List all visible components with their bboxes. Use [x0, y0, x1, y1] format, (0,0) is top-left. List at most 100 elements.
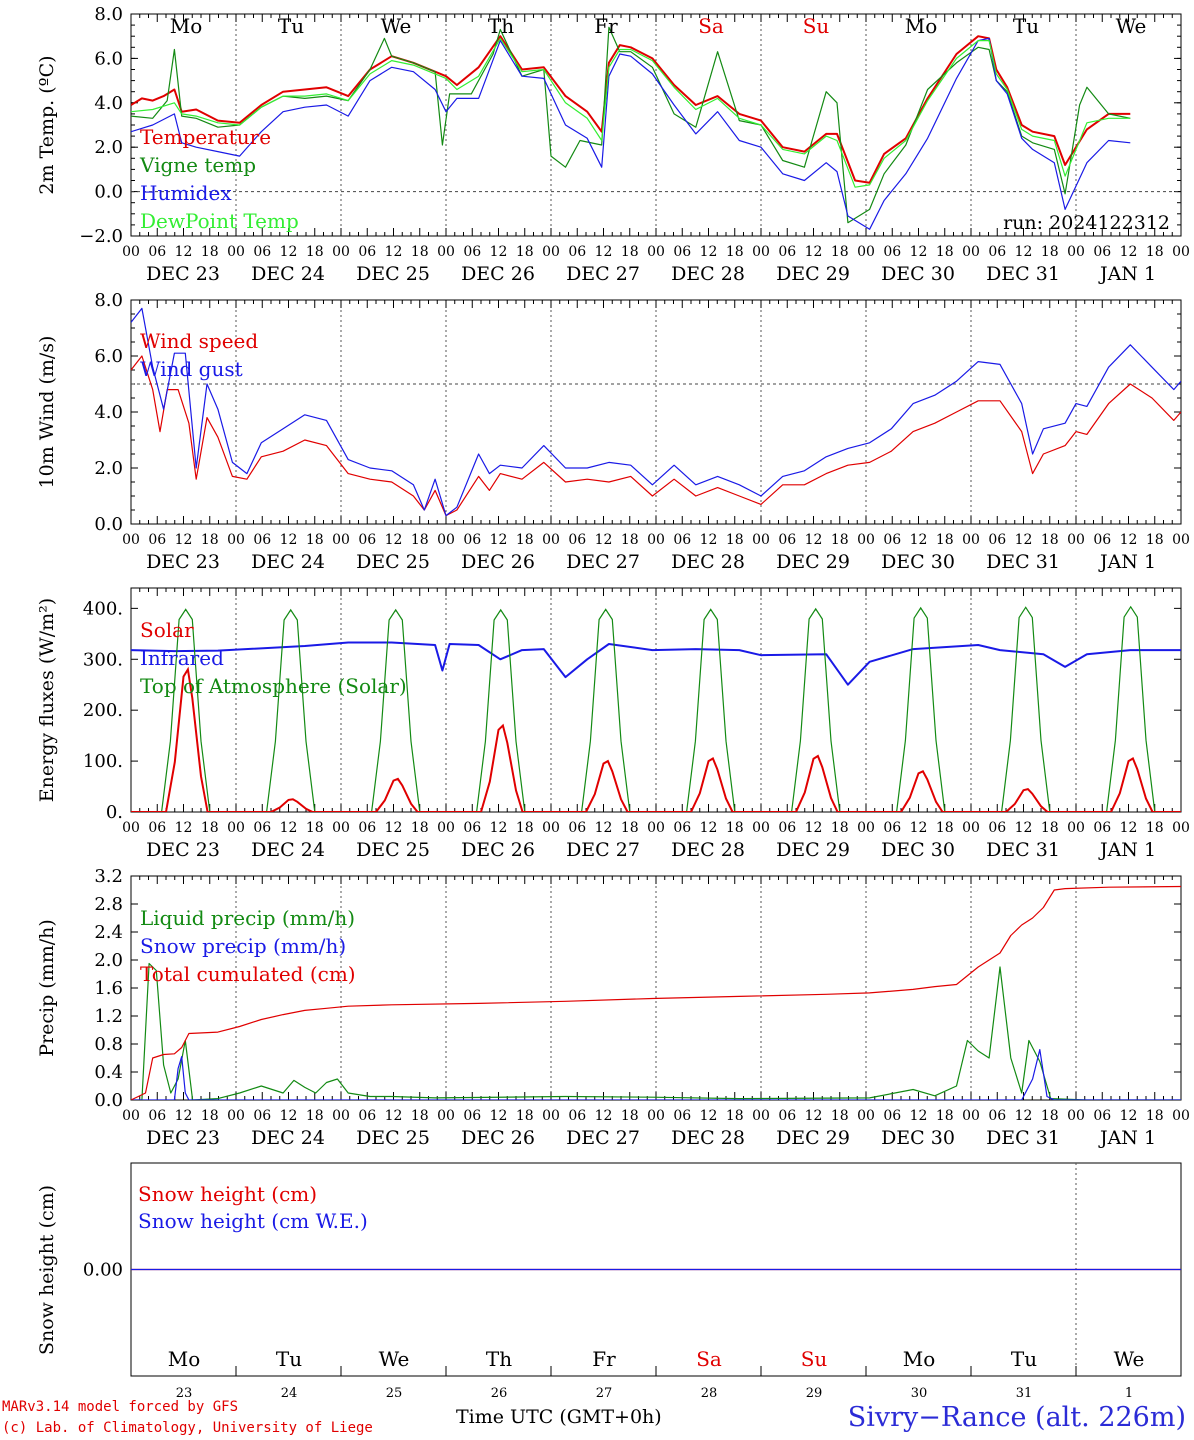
date-label: DEC 29: [776, 839, 850, 861]
hour-tick-label: 06: [778, 820, 796, 836]
hour-tick-label: 12: [175, 532, 193, 548]
hour-tick-label: 00: [542, 244, 560, 260]
hour-tick-label: 06: [568, 1108, 586, 1124]
hour-tick-label: 12: [805, 820, 823, 836]
hour-tick-label: 12: [700, 1108, 718, 1124]
hour-tick-label: 06: [673, 532, 691, 548]
hour-tick-label: 06: [778, 244, 796, 260]
series-wind-gust: [131, 307, 1181, 517]
hour-tick-label: 00: [1067, 820, 1085, 836]
hour-tick-label: 06: [148, 1108, 166, 1124]
date-label: DEC 27: [566, 1127, 640, 1149]
hour-tick-label: 18: [1041, 244, 1059, 260]
hour-tick-label: 06: [253, 820, 271, 836]
hour-tick-label: 18: [1041, 820, 1059, 836]
hour-tick-label: 12: [490, 244, 508, 260]
bottom-weekday-label: Fr: [592, 1347, 616, 1371]
hour-tick-label: 06: [883, 1108, 901, 1124]
series-total-cumulated-cm-: [131, 885, 1181, 1100]
hour-tick-label: 12: [805, 532, 823, 548]
hour-tick-label: 00: [962, 820, 980, 836]
series-humidex: [131, 37, 1131, 230]
hour-tick-label: 00: [962, 532, 980, 548]
hour-tick-label: 06: [253, 1108, 271, 1124]
series-solar: [131, 666, 1181, 812]
x-axis-title: Time UTC (GMT+0h): [456, 1406, 662, 1428]
hour-tick-label: 18: [306, 1108, 324, 1124]
date-label: DEC 23: [146, 1127, 220, 1149]
hour-tick-label: 00: [752, 244, 770, 260]
date-label: JAN 1: [1098, 551, 1156, 573]
series-wind-speed: [131, 355, 1181, 517]
hour-tick-label: 18: [831, 1108, 849, 1124]
date-label: DEC 26: [461, 551, 535, 573]
y-tick-label: 2.0: [94, 137, 123, 158]
y-tick-label: 6.0: [94, 48, 123, 69]
bottom-weekday-label: Sa: [696, 1347, 722, 1371]
y-tick-label: 0.00: [83, 1260, 123, 1281]
hour-tick-label: 18: [411, 244, 429, 260]
bottom-weekday-label: We: [379, 1347, 410, 1371]
weekday-label: We: [1116, 14, 1147, 38]
model-credit: MARv3.14 model forced by GFS: [2, 1399, 239, 1415]
hour-tick-label: 00: [1067, 532, 1085, 548]
date-label: DEC 28: [671, 551, 745, 573]
y-tick-label: 300.: [83, 649, 123, 670]
date-label: DEC 26: [461, 263, 535, 285]
hour-tick-label: 12: [175, 1108, 193, 1124]
hour-tick-label: 12: [280, 532, 298, 548]
hour-tick-label: 12: [700, 532, 718, 548]
date-label: JAN 1: [1098, 1127, 1156, 1149]
hour-tick-label: 00: [647, 532, 665, 548]
hour-tick-label: 18: [1041, 532, 1059, 548]
hour-tick-label: 00: [1067, 244, 1085, 260]
hour-tick-label: 18: [201, 820, 219, 836]
hour-tick-label: 12: [1120, 532, 1138, 548]
date-label: DEC 28: [671, 1127, 745, 1149]
hour-tick-label: 00: [857, 1108, 875, 1124]
hour-tick-label: 18: [726, 244, 744, 260]
hour-tick-label: 18: [201, 1108, 219, 1124]
date-label: DEC 24: [251, 551, 325, 573]
hour-tick-label: 12: [385, 1108, 403, 1124]
bottom-weekday-label: Tu: [1011, 1347, 1037, 1371]
y-tick-label: 0.0: [94, 514, 123, 535]
hour-tick-label: 18: [1146, 244, 1164, 260]
hour-tick-label: 06: [883, 820, 901, 836]
hour-tick-label: 06: [673, 820, 691, 836]
station-name: Sivry−Rance (alt. 226m): [847, 1402, 1186, 1433]
hour-tick-label: 12: [1120, 1108, 1138, 1124]
hour-tick-label: 06: [253, 532, 271, 548]
hour-tick-label: 00: [437, 244, 455, 260]
date-label: DEC 29: [776, 1127, 850, 1149]
bottom-weekday-label: We: [1114, 1347, 1145, 1371]
run-label: run: 2024122312: [1003, 212, 1170, 234]
y-tick-label: 0.: [106, 802, 123, 823]
y-tick-label: 0.8: [94, 1034, 123, 1055]
bottom-weekday-label: Th: [486, 1347, 512, 1371]
hour-tick-label: 06: [883, 244, 901, 260]
weekday-label: Tu: [1013, 14, 1039, 38]
hour-tick-label: 00: [332, 244, 350, 260]
bottom-day-number: 1: [1125, 1386, 1133, 1401]
hour-tick-label: 00: [1067, 1108, 1085, 1124]
hour-tick-label: 12: [700, 244, 718, 260]
date-label: DEC 30: [881, 551, 955, 573]
date-label: DEC 31: [986, 551, 1060, 573]
hour-tick-label: 12: [1015, 244, 1033, 260]
date-label: DEC 29: [776, 263, 850, 285]
legend-solar: Solar: [140, 618, 194, 642]
y-tick-label: 0.0: [94, 182, 123, 203]
hour-tick-label: 06: [988, 532, 1006, 548]
hour-tick-label: 12: [385, 532, 403, 548]
hour-tick-label: 06: [148, 244, 166, 260]
hour-tick-label: 06: [358, 1108, 376, 1124]
weekday-label: Th: [488, 14, 514, 38]
date-label: DEC 30: [881, 263, 955, 285]
date-label: DEC 31: [986, 1127, 1060, 1149]
y-axis-title: 2m Temp. (ºC): [36, 55, 58, 194]
y-tick-label: 100.: [83, 751, 123, 772]
hour-tick-label: 12: [700, 820, 718, 836]
hour-tick-label: 18: [411, 532, 429, 548]
date-label: DEC 24: [251, 1127, 325, 1149]
